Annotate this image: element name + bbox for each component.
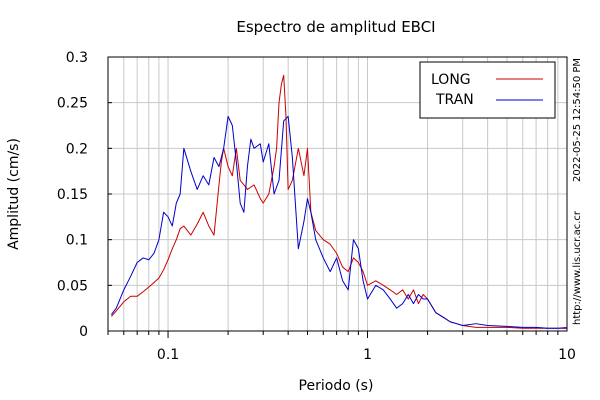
series-line-tran: [111, 115, 567, 329]
timestamp-label: 2022-05-25 12:54:50 PM: [572, 58, 583, 182]
y-tick-label-1: 0.05: [57, 278, 88, 294]
y-axis-ticks: 0 0.05 0.1 0.15 0.2 0.25 0.3: [57, 50, 112, 340]
y-tick-label-2: 0.1: [66, 233, 88, 249]
x-axis-ticks: 0.1 1 10: [107, 331, 576, 363]
y-tick-label-3: 0.15: [57, 187, 88, 203]
x-tick-label-0: 0.1: [157, 347, 179, 363]
series-lines: [111, 74, 568, 329]
legend-label-tran: TRAN: [435, 92, 474, 108]
legend-box: [419, 61, 556, 119]
legend-label-long: LONG: [431, 72, 471, 88]
y-axis-label: Amplitud (cm/s): [6, 138, 22, 250]
grid-lines: [107, 56, 567, 332]
y-tick-label-0: 0: [79, 324, 88, 340]
y-tick-label-5: 0.25: [57, 96, 88, 112]
x-tick-label-2: 10: [558, 347, 576, 363]
chart-title: Espectro de amplitud EBCI: [236, 18, 435, 36]
x-tick-label-1: 1: [363, 347, 372, 363]
x-axis-label: Periodo (s): [299, 378, 374, 394]
legend: LONG TRAN: [419, 61, 556, 119]
y-tick-label-4: 0.2: [66, 141, 88, 157]
y-tick-label-6: 0.3: [66, 50, 88, 66]
source-url-label: http://www.lis.ucr.ac.cr: [572, 210, 583, 325]
